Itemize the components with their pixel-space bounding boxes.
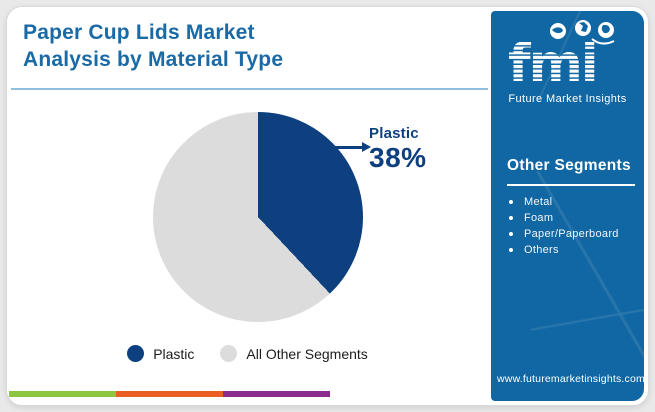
legend: Plastic All Other Segments xyxy=(7,345,488,362)
pie-callout: Plastic 38% xyxy=(369,125,427,174)
pie-chart xyxy=(153,112,363,322)
legend-item-other: All Other Segments xyxy=(220,345,368,362)
other-segments-list: Metal Foam Paper/Paperboard Others xyxy=(507,194,634,258)
globe-icons xyxy=(549,20,614,45)
legend-item-plastic: Plastic xyxy=(127,345,194,362)
legend-label-other: All Other Segments xyxy=(246,345,368,362)
brand-sidebar: fmi Future Market Insights Other Segment… xyxy=(491,11,644,401)
list-item-metal: Metal xyxy=(507,194,634,210)
title-divider xyxy=(11,88,488,90)
website-url: www.futuremarketinsights.com xyxy=(497,373,644,385)
footer-color-bar xyxy=(9,391,330,397)
svg-text:fmi: fmi xyxy=(508,34,597,94)
legend-dot-plastic xyxy=(127,345,145,362)
other-segments-panel: Other Segments Metal Foam Paper/Paperboa… xyxy=(507,157,635,258)
callout-value: 38% xyxy=(369,142,427,173)
list-item-foam: Foam xyxy=(507,210,634,226)
legend-label-plastic: Plastic xyxy=(153,345,195,362)
fmi-logo-icon: fmi xyxy=(508,20,614,94)
page-title: Paper Cup Lids Market Analysis by Materia… xyxy=(23,21,284,71)
list-item-paper-paperboard: Paper/Paperboard xyxy=(507,226,634,242)
footer-bar-orange xyxy=(116,391,223,397)
chart-area: Paper Cup Lids Market Analysis by Materia… xyxy=(7,7,488,405)
footer-bar-green xyxy=(9,391,116,397)
infographic-card: Paper Cup Lids Market Analysis by Materia… xyxy=(6,6,649,406)
footer-bar-purple xyxy=(223,391,330,397)
other-segments-divider xyxy=(507,184,635,186)
list-item-others: Others xyxy=(507,242,634,258)
callout-label: Plastic xyxy=(369,125,419,142)
legend-dot-other xyxy=(220,345,238,362)
callout-arrow-icon xyxy=(329,142,371,151)
logo-subtext: Future Market Insights xyxy=(508,93,627,105)
other-segments-heading: Other Segments xyxy=(507,157,631,174)
fmi-logo: fmi Future Market Insights xyxy=(502,19,634,105)
